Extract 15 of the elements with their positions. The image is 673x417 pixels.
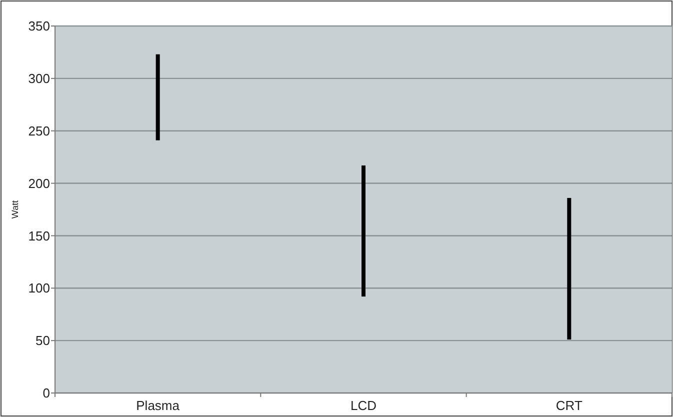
y-tick-label: 250 bbox=[28, 123, 50, 138]
y-tick-label: 100 bbox=[28, 280, 50, 296]
bar bbox=[156, 54, 160, 140]
y-tick-label: 50 bbox=[36, 333, 50, 348]
y-tick-label: 300 bbox=[28, 70, 50, 86]
y-tick-label: 150 bbox=[28, 228, 50, 244]
y-axis-title: Watt bbox=[10, 200, 20, 219]
y-tick-label: 200 bbox=[28, 176, 50, 191]
y-tick-label: 0 bbox=[42, 386, 50, 401]
bar bbox=[362, 165, 366, 297]
y-tick-label: 350 bbox=[28, 18, 50, 34]
x-tick-label: CRT bbox=[556, 398, 582, 413]
bar bbox=[567, 198, 572, 340]
x-tick-label: Plasma bbox=[136, 398, 180, 413]
x-tick-label: LCD bbox=[350, 398, 377, 413]
